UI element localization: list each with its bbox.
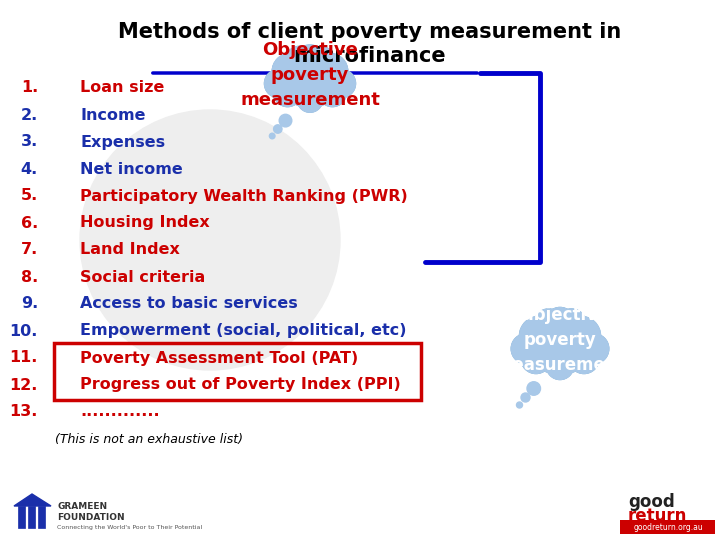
Text: 9.: 9.	[21, 296, 38, 312]
Circle shape	[274, 125, 282, 133]
FancyBboxPatch shape	[620, 520, 715, 534]
Circle shape	[534, 309, 564, 339]
Circle shape	[516, 402, 523, 408]
Text: Housing Index: Housing Index	[80, 215, 210, 231]
Circle shape	[318, 79, 346, 106]
Polygon shape	[14, 494, 51, 506]
Circle shape	[296, 45, 324, 73]
Circle shape	[520, 316, 559, 355]
Circle shape	[286, 46, 313, 75]
Circle shape	[557, 309, 586, 339]
Circle shape	[569, 343, 599, 374]
Text: 4.: 4.	[21, 161, 38, 177]
Circle shape	[297, 87, 323, 112]
Text: Land Index: Land Index	[80, 242, 180, 258]
Text: 1.: 1.	[21, 80, 38, 96]
Text: Progress out of Poverty Index (PPI): Progress out of Poverty Index (PPI)	[80, 377, 401, 393]
Circle shape	[279, 114, 292, 127]
Circle shape	[272, 53, 309, 90]
Text: 2.: 2.	[21, 107, 38, 123]
Circle shape	[80, 110, 340, 370]
Circle shape	[264, 70, 292, 98]
Circle shape	[328, 70, 356, 98]
Circle shape	[282, 52, 338, 108]
Circle shape	[520, 316, 559, 355]
Text: Subjective
poverty
measurement: Subjective poverty measurement	[495, 306, 625, 374]
Circle shape	[579, 334, 608, 364]
Circle shape	[307, 46, 335, 75]
Text: .............: .............	[80, 404, 160, 420]
Circle shape	[272, 53, 309, 90]
Circle shape	[312, 53, 348, 90]
Circle shape	[527, 382, 541, 395]
Circle shape	[530, 315, 590, 375]
Text: Connecting the World's Poor to Their Potential: Connecting the World's Poor to Their Pot…	[57, 525, 202, 530]
Text: Methods of client poverty measurement in: Methods of client poverty measurement in	[118, 22, 621, 42]
Text: 3.: 3.	[21, 134, 38, 150]
Circle shape	[562, 316, 600, 355]
Circle shape	[511, 334, 541, 364]
Circle shape	[318, 79, 346, 106]
Circle shape	[546, 353, 574, 380]
Text: good: good	[628, 493, 675, 511]
Text: Expenses: Expenses	[80, 134, 165, 150]
Circle shape	[274, 79, 302, 106]
Circle shape	[274, 79, 302, 106]
Text: Access to basic services: Access to basic services	[80, 296, 298, 312]
Circle shape	[511, 334, 541, 364]
Text: 6.: 6.	[21, 215, 38, 231]
Circle shape	[312, 53, 348, 90]
Text: Participatory Wealth Ranking (PWR): Participatory Wealth Ranking (PWR)	[80, 188, 408, 204]
Text: GRAMEEN
FOUNDATION: GRAMEEN FOUNDATION	[57, 502, 125, 522]
Text: Income: Income	[80, 107, 145, 123]
Text: Net income: Net income	[80, 161, 183, 177]
Text: 8.: 8.	[21, 269, 38, 285]
Text: microfinance: microfinance	[294, 46, 446, 66]
Text: 10.: 10.	[9, 323, 38, 339]
Circle shape	[286, 46, 313, 75]
Circle shape	[534, 309, 564, 339]
FancyBboxPatch shape	[28, 506, 35, 528]
FancyBboxPatch shape	[38, 506, 45, 528]
Text: Objective
poverty
measurement: Objective poverty measurement	[240, 41, 380, 109]
Text: (This is not an exhaustive list): (This is not an exhaustive list)	[55, 434, 243, 447]
Circle shape	[328, 70, 356, 98]
Circle shape	[579, 334, 608, 364]
Text: goodreturn.org.au: goodreturn.org.au	[633, 523, 703, 531]
Circle shape	[562, 316, 600, 355]
Circle shape	[569, 343, 599, 374]
Circle shape	[264, 70, 292, 98]
Text: return: return	[628, 507, 688, 525]
Text: Loan size: Loan size	[80, 80, 164, 96]
Circle shape	[521, 393, 530, 402]
Text: Empowerment (social, political, etc): Empowerment (social, political, etc)	[80, 323, 407, 339]
Circle shape	[297, 87, 323, 112]
FancyBboxPatch shape	[18, 506, 25, 528]
Text: 5.: 5.	[21, 188, 38, 204]
Text: 12.: 12.	[9, 377, 38, 393]
Circle shape	[269, 133, 275, 139]
Circle shape	[530, 315, 590, 375]
Text: Social criteria: Social criteria	[80, 269, 205, 285]
Text: 13.: 13.	[9, 404, 38, 420]
Text: 11.: 11.	[9, 350, 38, 366]
Circle shape	[546, 353, 574, 380]
Circle shape	[545, 307, 575, 338]
Circle shape	[282, 52, 338, 108]
Circle shape	[557, 309, 586, 339]
Circle shape	[296, 45, 324, 73]
Text: Poverty Assessment Tool (PAT): Poverty Assessment Tool (PAT)	[80, 350, 359, 366]
Circle shape	[545, 307, 575, 338]
Circle shape	[521, 343, 551, 374]
Circle shape	[307, 46, 335, 75]
Text: 7.: 7.	[21, 242, 38, 258]
Circle shape	[521, 343, 551, 374]
